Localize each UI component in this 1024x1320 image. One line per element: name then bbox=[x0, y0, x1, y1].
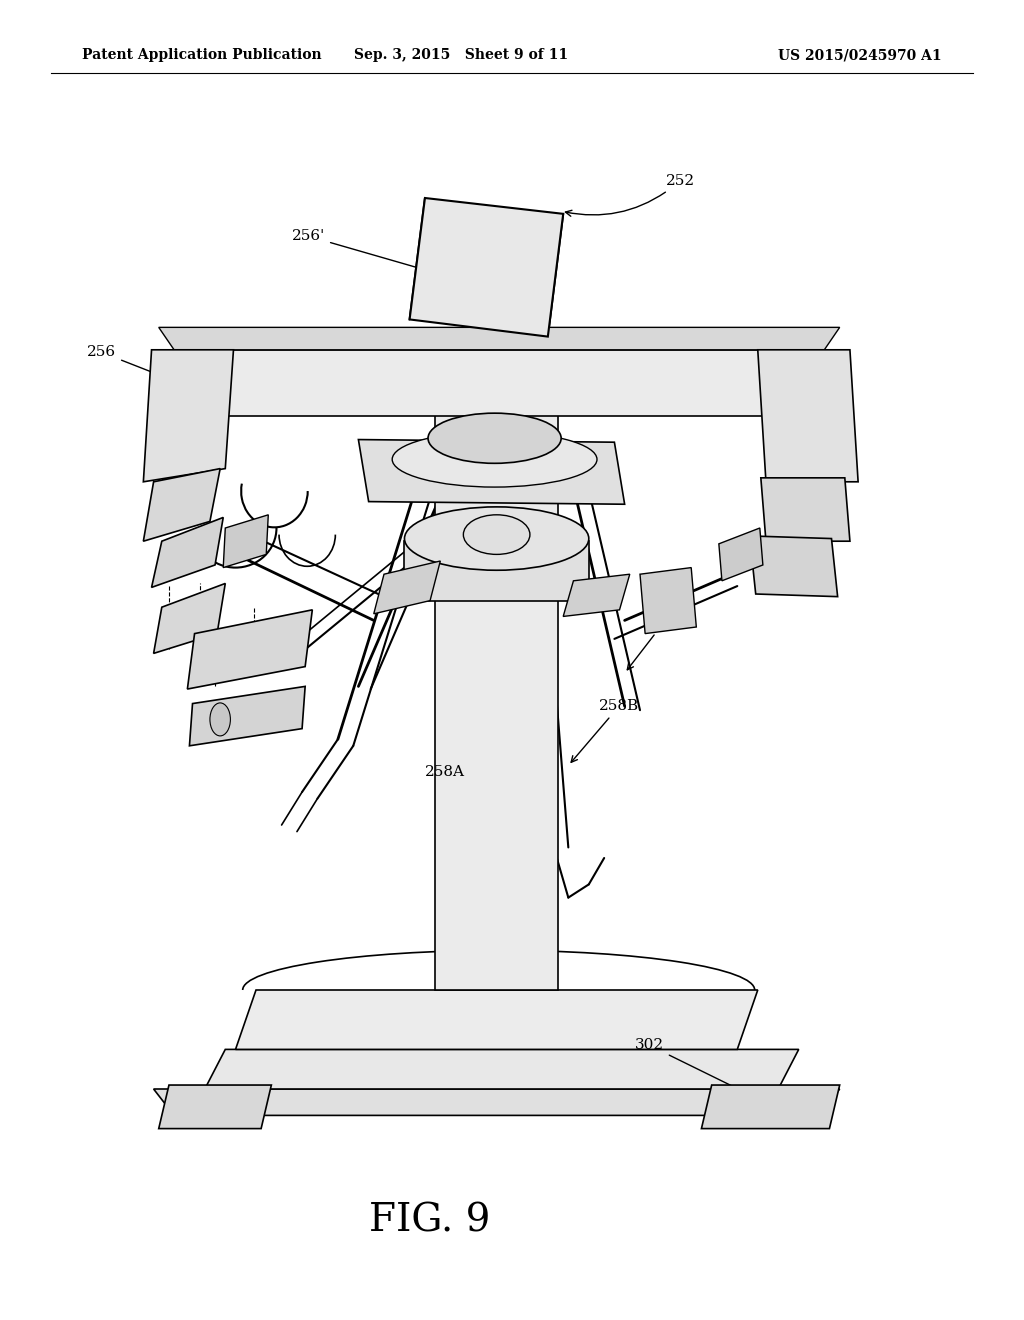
Ellipse shape bbox=[428, 413, 561, 463]
Text: 258B: 258B bbox=[571, 700, 639, 763]
Polygon shape bbox=[189, 686, 305, 746]
Polygon shape bbox=[159, 1085, 271, 1129]
Text: 256: 256 bbox=[87, 346, 175, 381]
Text: 252: 252 bbox=[565, 174, 694, 216]
Polygon shape bbox=[205, 1049, 799, 1089]
Polygon shape bbox=[236, 990, 758, 1049]
Ellipse shape bbox=[392, 432, 597, 487]
Polygon shape bbox=[374, 561, 440, 614]
Text: Sep. 3, 2015   Sheet 9 of 11: Sep. 3, 2015 Sheet 9 of 11 bbox=[353, 49, 568, 62]
Polygon shape bbox=[404, 541, 589, 601]
Polygon shape bbox=[152, 517, 223, 587]
Text: 302: 302 bbox=[635, 1039, 769, 1105]
Polygon shape bbox=[701, 1085, 840, 1129]
Polygon shape bbox=[410, 198, 563, 337]
Polygon shape bbox=[758, 350, 858, 482]
Polygon shape bbox=[154, 1089, 840, 1115]
Polygon shape bbox=[159, 350, 840, 416]
Polygon shape bbox=[187, 610, 312, 689]
Ellipse shape bbox=[404, 507, 589, 570]
Polygon shape bbox=[563, 574, 630, 616]
Polygon shape bbox=[143, 469, 220, 541]
Polygon shape bbox=[159, 327, 840, 350]
Text: 256: 256 bbox=[676, 346, 805, 383]
Text: 256': 256' bbox=[292, 230, 446, 277]
Polygon shape bbox=[640, 568, 696, 634]
Polygon shape bbox=[223, 515, 268, 568]
Text: FIG. 9: FIG. 9 bbox=[370, 1203, 490, 1239]
Polygon shape bbox=[750, 536, 838, 597]
Polygon shape bbox=[358, 440, 625, 504]
Polygon shape bbox=[435, 370, 558, 990]
Ellipse shape bbox=[210, 702, 230, 737]
Text: Patent Application Publication: Patent Application Publication bbox=[82, 49, 322, 62]
Text: US 2015/0245970 A1: US 2015/0245970 A1 bbox=[778, 49, 942, 62]
Ellipse shape bbox=[463, 515, 530, 554]
Polygon shape bbox=[143, 350, 233, 482]
Text: 258C: 258C bbox=[628, 616, 684, 669]
Polygon shape bbox=[719, 528, 763, 581]
Text: 258A: 258A bbox=[425, 766, 465, 779]
Polygon shape bbox=[154, 583, 225, 653]
Polygon shape bbox=[761, 478, 850, 541]
Polygon shape bbox=[435, 449, 558, 475]
